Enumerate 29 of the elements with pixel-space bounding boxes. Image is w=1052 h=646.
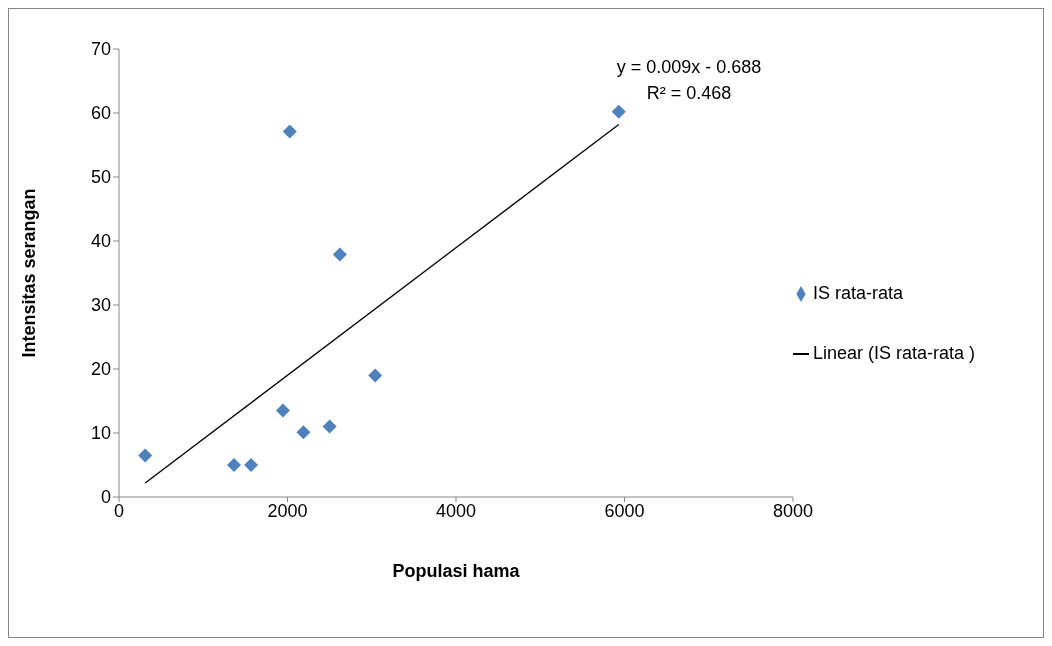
x-tick-label: 2000	[267, 500, 308, 521]
y-tick-label: 30	[90, 295, 111, 316]
annotation: R² = 0.468	[646, 83, 732, 103]
point	[611, 104, 626, 119]
point	[296, 425, 311, 440]
y-axis-title: Intensitas serangan	[19, 188, 40, 358]
x-tick-label: 4000	[435, 500, 477, 521]
y-tick-label: 50	[90, 167, 111, 188]
legend-label: Linear (IS rata-rata )	[813, 343, 976, 363]
x-tick-label: 0	[113, 500, 125, 521]
x-tick-label: 6000	[604, 500, 645, 521]
x-tick-label: 8000	[772, 500, 814, 521]
point	[138, 448, 153, 463]
y-tick-label: 60	[90, 103, 111, 124]
point	[332, 247, 347, 262]
y-tick-label: 40	[90, 231, 111, 252]
point	[282, 124, 297, 139]
legend-label: IS rata-rata	[813, 283, 904, 303]
x-axis-title: Populasi hama	[392, 561, 521, 581]
point	[322, 419, 337, 434]
y-tick-label: 20	[90, 359, 111, 380]
annotation: y = 0.009x - 0.688	[616, 57, 762, 77]
y-tick-label: 10	[90, 423, 111, 444]
y-tick-label: 70	[90, 39, 111, 60]
point	[368, 368, 383, 383]
point	[244, 458, 259, 472]
y-tick-label: 0	[100, 487, 111, 508]
point	[275, 403, 290, 418]
point	[227, 458, 241, 472]
